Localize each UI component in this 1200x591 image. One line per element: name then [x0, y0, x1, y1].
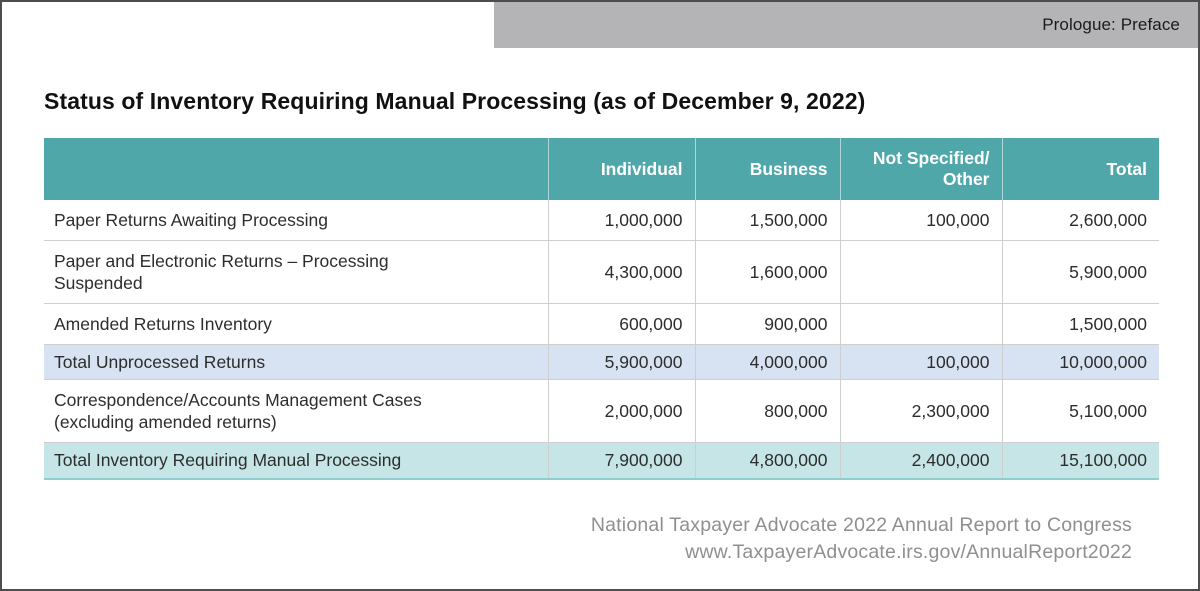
table-row: Correspondence/Accounts Management Cases…	[44, 379, 1159, 443]
individual-value-cell: 1,000,000	[547, 200, 695, 241]
row-label-cell: Total Inventory Requiring Manual Process…	[44, 442, 548, 480]
section-banner: Prologue: Preface	[494, 2, 1198, 48]
table-row: Amended Returns Inventory 600,000 900,00…	[44, 303, 1159, 345]
row-label-cell: Correspondence/Accounts Management Cases…	[44, 379, 548, 443]
not-specified-value-cell: 2,400,000	[839, 442, 1002, 480]
not-specified-value-cell: 100,000	[839, 344, 1002, 380]
total-value-cell: 15,100,000	[1001, 442, 1159, 480]
business-value-cell: 900,000	[694, 303, 840, 345]
business-value-cell: 1,500,000	[694, 200, 840, 241]
total-value-cell: 2,600,000	[1001, 200, 1159, 241]
footer-line-url: www.TaxpayerAdvocate.irs.gov/AnnualRepor…	[685, 541, 1132, 563]
row-label-cell: Paper Returns Awaiting Processing	[44, 200, 548, 241]
footer-line-source: National Taxpayer Advocate 2022 Annual R…	[590, 514, 1132, 536]
column-header-label	[44, 138, 548, 200]
individual-value-cell: 4,300,000	[547, 240, 695, 304]
business-value-cell: 4,000,000	[694, 344, 840, 380]
row-label-cell: Paper and Electronic Returns – Processin…	[44, 240, 548, 304]
business-value-cell: 800,000	[694, 379, 840, 443]
table-row: Paper and Electronic Returns – Processin…	[44, 240, 1159, 304]
table-header-row: Individual Business Not Specified/ Other…	[44, 138, 1159, 200]
banner-label: Prologue: Preface	[1042, 15, 1180, 34]
business-value-cell: 4,800,000	[694, 442, 840, 480]
not-specified-value-cell: 100,000	[839, 200, 1002, 241]
not-specified-value-cell	[839, 240, 1002, 304]
individual-value-cell: 7,900,000	[547, 442, 695, 480]
row-label-cell: Amended Returns Inventory	[44, 303, 548, 345]
total-value-cell: 5,900,000	[1001, 240, 1159, 304]
table-row: Paper Returns Awaiting Processing 1,000,…	[44, 200, 1159, 241]
table-body: Paper Returns Awaiting Processing 1,000,…	[44, 200, 1159, 480]
column-header-total: Total	[1001, 138, 1159, 200]
individual-value-cell: 600,000	[547, 303, 695, 345]
not-specified-value-cell: 2,300,000	[839, 379, 1002, 443]
individual-value-cell: 2,000,000	[547, 379, 695, 443]
total-value-cell: 5,100,000	[1001, 379, 1159, 443]
column-header-business: Business	[694, 138, 840, 200]
column-header-not-specified: Not Specified/ Other	[839, 138, 1002, 200]
inventory-table-container: Individual Business Not Specified/ Other…	[44, 138, 1159, 480]
page-title: Status of Inventory Requiring Manual Pro…	[44, 88, 866, 114]
total-value-cell: 1,500,000	[1001, 303, 1159, 345]
inventory-table: Individual Business Not Specified/ Other…	[44, 138, 1159, 480]
footer: National Taxpayer Advocate 2022 Annual R…	[591, 512, 1132, 566]
individual-value-cell: 5,900,000	[547, 344, 695, 380]
column-header-individual: Individual	[547, 138, 695, 200]
row-label-cell: Total Unprocessed Returns	[44, 344, 548, 380]
table-row: Total Unprocessed Returns 5,900,000 4,00…	[44, 344, 1159, 380]
table-row: Total Inventory Requiring Manual Process…	[44, 442, 1159, 480]
business-value-cell: 1,600,000	[694, 240, 840, 304]
total-value-cell: 10,000,000	[1001, 344, 1159, 380]
not-specified-value-cell	[839, 303, 1002, 345]
